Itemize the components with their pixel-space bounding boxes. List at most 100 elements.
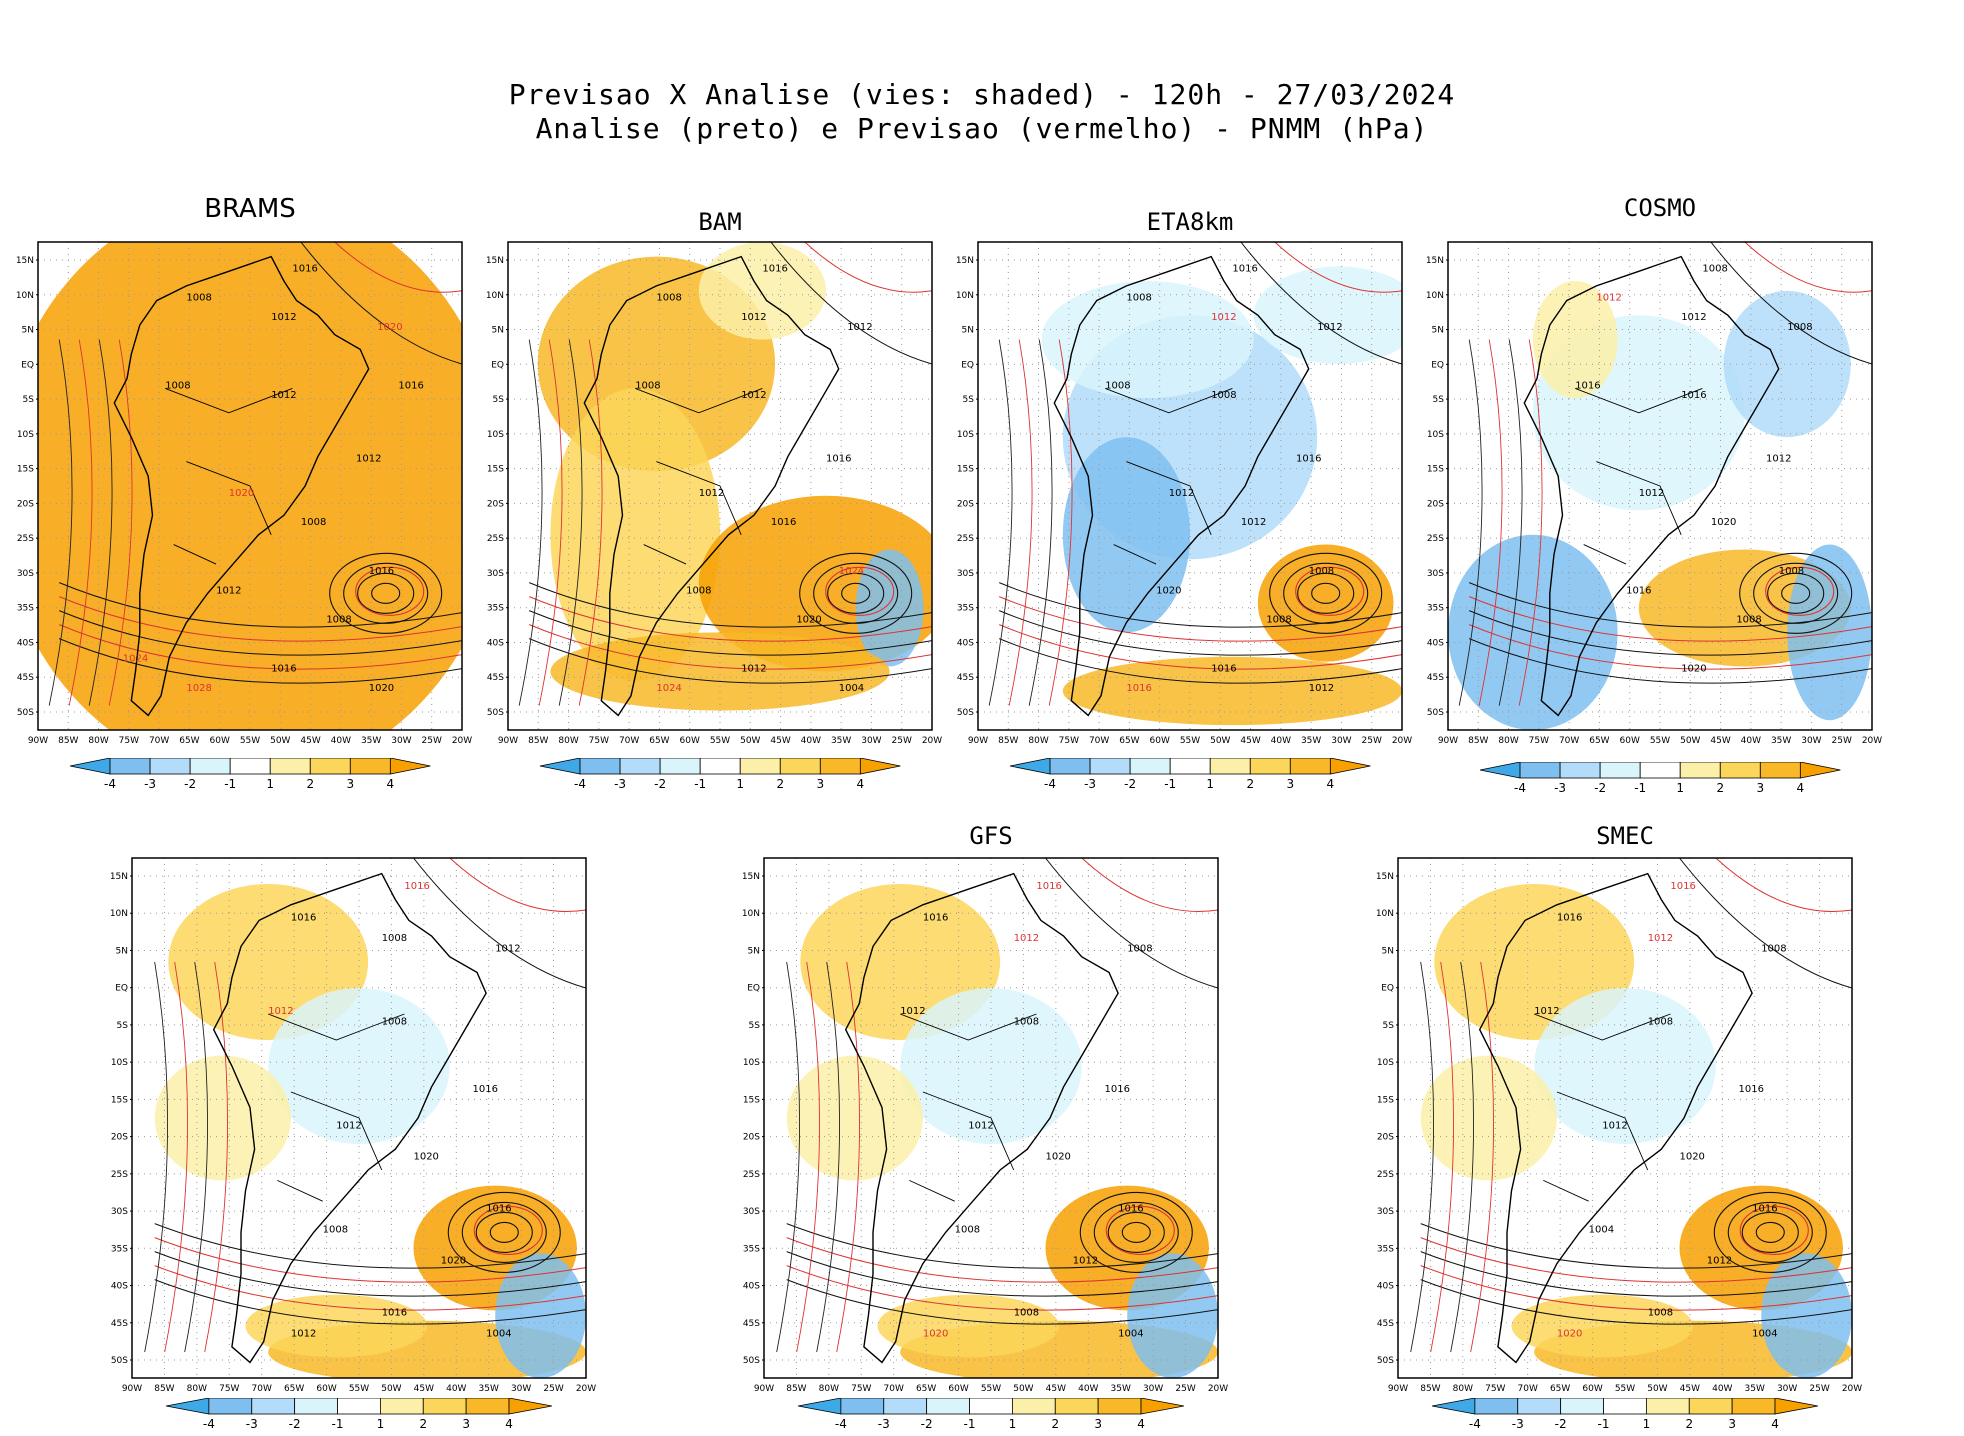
lon-tick-label: 90W [754, 1384, 774, 1394]
lat-tick-label: 50S [1377, 1356, 1394, 1366]
colorbar-segment [619, 758, 661, 775]
isobar-label: 1008 [186, 293, 211, 304]
isobar-pacific [1518, 339, 1543, 706]
bias-shading [1723, 290, 1851, 438]
south-america-outline [583, 255, 840, 717]
lon-tick-label: 55W [1615, 1384, 1635, 1394]
isobar-label: 1016 [1557, 912, 1582, 923]
map-frame [1397, 857, 1853, 1379]
isobar-label: 1012 [699, 488, 724, 499]
lat-tick-label: EQ [1431, 360, 1444, 370]
isobar-south [1420, 1251, 1852, 1297]
isobar-south [786, 1279, 1218, 1325]
lon-tick-label: 45W [1240, 736, 1260, 746]
colorbar-tick-label: 1 [266, 777, 274, 791]
lon-tick-label: 80W [819, 1384, 839, 1394]
colorbar-segment [859, 758, 901, 775]
lon-tick-label: 30W [511, 1384, 531, 1394]
isobar-pacific [1478, 339, 1503, 706]
lat-tick-label: 50S [17, 708, 34, 718]
colorbar-segment [1097, 1398, 1142, 1415]
isobar-forecast [473, 1205, 543, 1255]
lon-tick-label: 45W [1710, 736, 1730, 746]
isobar-south [786, 1223, 1218, 1269]
isobar-north [334, 242, 462, 293]
isobar-south [786, 1237, 1218, 1283]
isobar-label: 1016 [1118, 1204, 1143, 1215]
lat-tick-label: 45S [743, 1319, 760, 1329]
colorbar-tick-label: -2 [1555, 1417, 1567, 1431]
colorbar-segment [1129, 758, 1171, 775]
lat-tick-label: 15N [956, 256, 974, 266]
isobar-label: 1016 [1626, 585, 1651, 596]
isobar-label: 1012 [291, 1328, 316, 1339]
isobar-label: 1020 [1156, 585, 1181, 596]
colorbar-segment [1774, 1398, 1819, 1415]
isobar-label: 1012 [1317, 322, 1342, 333]
colorbar-tick-label: 1 [736, 777, 744, 791]
isobar-south [999, 610, 1402, 656]
lon-tick-label: 35W [361, 736, 381, 746]
lon-tick-label: 60W [316, 1384, 336, 1394]
isobar-label: 1016 [1575, 380, 1600, 391]
lon-tick-label: 70W [884, 1384, 904, 1394]
isobar-forecast [1765, 566, 1835, 616]
isobar-label: 1012 [1596, 293, 1621, 304]
isobar-label: 1012 [1681, 312, 1706, 323]
isobar-pacific [836, 961, 860, 1353]
lon-tick-label: 70W [252, 1384, 272, 1394]
isobar-north [300, 242, 462, 365]
lon-tick-label: 75W [1529, 736, 1549, 746]
colorbar-segment [797, 1398, 842, 1415]
colorbar-tick-label: -1 [1598, 1417, 1610, 1431]
lon-tick-label: 45W [1046, 1384, 1066, 1394]
lat-tick-label: 45S [487, 673, 504, 683]
map-frame [1447, 241, 1873, 731]
lon-tick-label: 85W [528, 736, 548, 746]
lon-tick-label: 30W [1331, 736, 1351, 746]
isobar-south [154, 1223, 586, 1269]
lat-tick-label: 30S [957, 569, 974, 579]
map-frame [131, 857, 587, 1379]
bias-shading [245, 1294, 428, 1358]
lat-tick-label: 25S [957, 534, 974, 544]
lat-tick-label: 40S [487, 638, 504, 648]
isobar-label: 1012 [900, 1006, 925, 1017]
isobar-label: 1016 [486, 1204, 511, 1215]
isobar-south [154, 1237, 586, 1283]
isobar-analysis [1269, 552, 1383, 634]
isobar-forecast [1295, 566, 1365, 616]
lon-tick-label: 45W [1680, 1384, 1700, 1394]
colorbar-segment [819, 758, 861, 775]
isobar-label: 1016 [473, 1084, 498, 1095]
colorbar-segment [969, 1398, 1013, 1415]
colorbar-segment [840, 1398, 885, 1415]
lon-tick-label: 55W [710, 736, 730, 746]
isobar-label: 1012 [495, 944, 520, 955]
isobar-label: 1008 [326, 615, 351, 626]
colorbar: -4 -3 -2 -1 1 2 3 4 [69, 758, 431, 791]
isobar-label: 1008 [1787, 322, 1812, 333]
lat-tick-label: 15N [1426, 256, 1444, 266]
isobar-analysis [1311, 582, 1341, 604]
lat-tick-label: 10N [956, 291, 974, 301]
isobar-pacific [1450, 961, 1474, 1353]
isobar-north [1710, 242, 1872, 365]
isobar-north [1081, 858, 1218, 912]
lon-tick-label: 40W [331, 736, 351, 746]
colorbar-segment [1646, 1398, 1690, 1415]
lon-tick-label: 40W [1741, 736, 1761, 746]
lon-tick-label: 90W [1388, 1384, 1408, 1394]
colorbar-segment [294, 1398, 338, 1415]
lat-tick-label: 10S [743, 1058, 760, 1068]
isobar-south [1469, 638, 1872, 684]
lat-tick-label: EQ [961, 360, 974, 370]
lon-tick-label: 50W [270, 736, 290, 746]
isobar-south [59, 638, 462, 684]
lon-tick-label: 75W [219, 1384, 239, 1394]
lon-tick-label: 20W [1862, 736, 1882, 746]
isobar-pacific [1498, 339, 1523, 706]
bias-shading [786, 1055, 923, 1181]
isobar-label: 1008 [1014, 1016, 1039, 1027]
isobar-pacific [1028, 339, 1053, 706]
